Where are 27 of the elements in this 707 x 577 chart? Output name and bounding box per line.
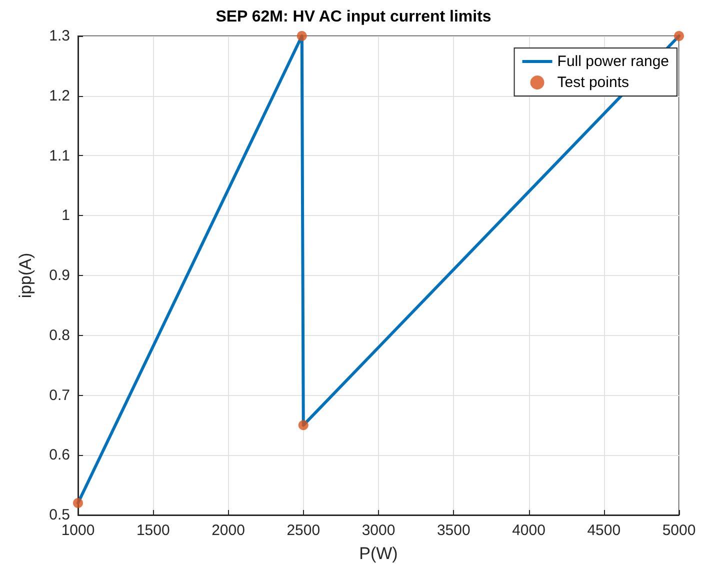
point (296, 31, 307, 41)
y-tick-label: 1.2 (49, 87, 70, 104)
x-tick-label: 1000 (61, 522, 95, 539)
x-tick-label: 5000 (662, 522, 696, 539)
legend-label: Full power range (557, 53, 670, 70)
y-tick-label: 0.5 (49, 506, 70, 524)
x-tick-label: 3000 (362, 522, 396, 539)
point (674, 31, 684, 41)
chart-title: SEP 62M: HV AC input current limits (216, 8, 492, 26)
y-tick-label: 0.8 (49, 326, 70, 344)
point (73, 498, 83, 508)
x-tick-label: 3500 (436, 522, 470, 539)
x-axis-title: P(W) (359, 544, 398, 563)
x-tick-label: 1500 (136, 522, 170, 539)
y-tick-label: 0.7 (49, 386, 70, 404)
x-tick-label: 2000 (212, 522, 245, 539)
legend-label: Test points (557, 74, 629, 91)
y-axis-title: ipp(A) (16, 252, 35, 298)
y-tick-label: 1 (62, 207, 70, 224)
x-tick-label: 4000 (512, 522, 546, 539)
y-tick-label: 0.9 (49, 267, 70, 284)
x-tick-label: 2500 (286, 522, 320, 539)
y-tick-label: 0.6 (49, 446, 70, 464)
x-tick-label: 4500 (587, 522, 621, 539)
y-tick-label: 1.1 (49, 147, 70, 164)
point (298, 420, 308, 430)
y-tick-label: 1.3 (49, 28, 70, 44)
